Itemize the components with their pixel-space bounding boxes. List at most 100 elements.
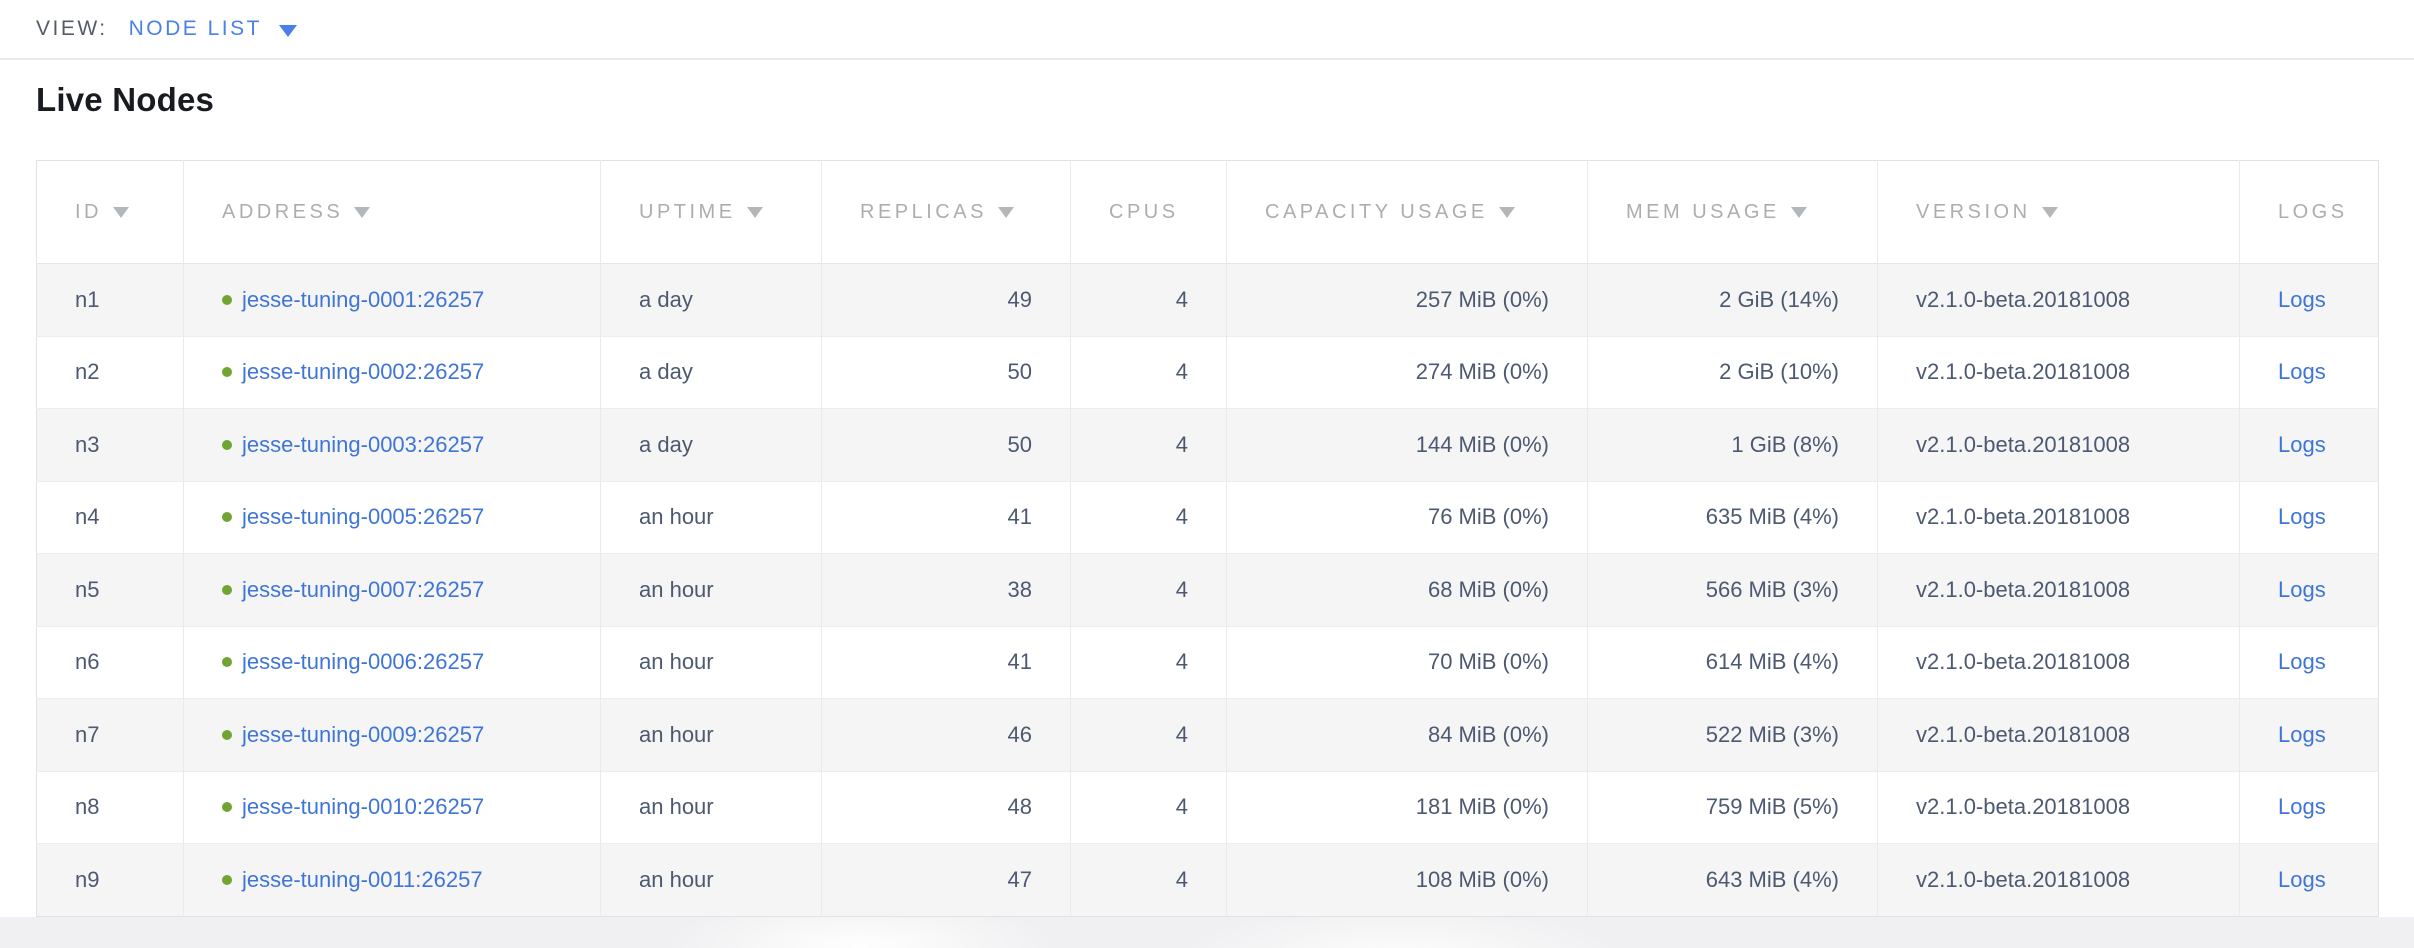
node-address-link[interactable]: jesse-tuning-0011:26257 xyxy=(242,866,483,892)
node-uptime-cell: an hour xyxy=(600,626,822,699)
node-replicas-cell: 47 xyxy=(821,843,1071,916)
node-logs-link[interactable]: Logs xyxy=(2278,431,2326,457)
node-address-link[interactable]: jesse-tuning-0005:26257 xyxy=(242,504,485,530)
node-logs-link[interactable]: Logs xyxy=(2278,649,2326,675)
node-capacity-usage-cell: 181 MiB (0%) xyxy=(1226,771,1588,844)
node-list-dropdown[interactable]: NODE LIST xyxy=(129,17,297,41)
column-header-id[interactable]: ID xyxy=(37,161,184,264)
node-logs-link[interactable]: Logs xyxy=(2278,359,2326,385)
node-uptime-cell: an hour xyxy=(600,481,822,554)
column-header-label: LOGS xyxy=(2278,200,2348,223)
node-address-link[interactable]: jesse-tuning-0003:26257 xyxy=(242,431,485,457)
node-logs-cell: Logs xyxy=(2239,698,2379,771)
node-logs-link[interactable]: Logs xyxy=(2278,794,2326,820)
node-address-cell: jesse-tuning-0001:26257 xyxy=(183,263,601,336)
node-cpus-cell: 4 xyxy=(1070,408,1227,481)
column-header-mem-usage[interactable]: MEM USAGE xyxy=(1587,160,1878,264)
node-logs-cell: Logs xyxy=(2239,843,2379,916)
node-id-cell: n4 xyxy=(75,504,100,530)
node-address-link[interactable]: jesse-tuning-0006:26257 xyxy=(242,649,485,675)
node-logs-link[interactable]: Logs xyxy=(2278,576,2326,602)
node-logs-link[interactable]: Logs xyxy=(2278,286,2326,312)
table-row: n5 jesse-tuning-0007:26257 an hour 38 4 … xyxy=(36,553,2379,626)
node-logs-link[interactable]: Logs xyxy=(2278,504,2326,530)
column-header-uptime[interactable]: UPTIME xyxy=(600,160,822,264)
column-header-capacity-usage[interactable]: CAPACITY USAGE xyxy=(1226,160,1588,264)
node-mem-usage-cell: 2 GiB (10%) xyxy=(1587,336,1878,409)
node-cpus-cell: 4 xyxy=(1070,843,1227,916)
table-row: n4 jesse-tuning-0005:26257 an hour 41 4 … xyxy=(36,481,2379,554)
node-logs-cell: Logs xyxy=(2239,263,2379,336)
sort-descending-icon xyxy=(1790,206,1807,218)
node-id-cell: n8 xyxy=(75,794,100,820)
page-title: Live Nodes xyxy=(36,81,215,118)
column-header-label: ADDRESS xyxy=(222,200,344,223)
node-logs-link[interactable]: Logs xyxy=(2278,866,2326,892)
node-address-link[interactable]: jesse-tuning-0007:26257 xyxy=(242,576,485,602)
node-address-link[interactable]: jesse-tuning-0010:26257 xyxy=(242,794,485,820)
node-replicas-cell: 49 xyxy=(821,263,1071,336)
node-uptime-cell: an hour xyxy=(600,698,822,771)
column-header-label: MEM USAGE xyxy=(1626,200,1780,223)
node-id-cell: n5 xyxy=(75,576,100,602)
node-cpus-cell: 4 xyxy=(1070,771,1227,844)
node-address-cell: jesse-tuning-0009:26257 xyxy=(183,698,601,771)
node-address-link[interactable]: jesse-tuning-0002:26257 xyxy=(242,359,485,385)
node-replicas-cell: 48 xyxy=(821,771,1071,844)
node-replicas-cell: 41 xyxy=(821,481,1071,554)
node-replicas-cell: 46 xyxy=(821,698,1071,771)
live-nodes-table: ID ADDRESS UPTIME REPLICAS CPUS CAPACITY… xyxy=(36,160,2379,917)
node-version-cell: v2.1.0-beta.20181008 xyxy=(1877,626,2240,699)
node-id-cell: n2 xyxy=(75,359,100,385)
node-version-cell: v2.1.0-beta.20181008 xyxy=(1877,336,2240,409)
chevron-down-icon xyxy=(278,24,297,37)
column-header-label: CPUS xyxy=(1109,200,1179,223)
table-row: n6 jesse-tuning-0006:26257 an hour 41 4 … xyxy=(36,626,2379,699)
sort-descending-icon xyxy=(746,206,763,218)
column-header-label: REPLICAS xyxy=(860,200,987,223)
node-capacity-usage-cell: 84 MiB (0%) xyxy=(1226,698,1588,771)
node-uptime-cell: an hour xyxy=(600,843,822,916)
table-row: n1 jesse-tuning-0001:26257 a day 49 4 25… xyxy=(36,263,2379,336)
node-capacity-usage-cell: 76 MiB (0%) xyxy=(1226,481,1588,554)
node-mem-usage-cell: 759 MiB (5%) xyxy=(1587,771,1878,844)
column-header-version[interactable]: VERSION xyxy=(1877,160,2240,264)
node-address-link[interactable]: jesse-tuning-0001:26257 xyxy=(242,286,485,312)
node-capacity-usage-cell: 144 MiB (0%) xyxy=(1226,408,1588,481)
node-logs-link[interactable]: Logs xyxy=(2278,721,2326,747)
node-cpus-cell: 4 xyxy=(1070,481,1227,554)
node-healthy-status-icon xyxy=(222,729,232,740)
node-logs-cell: Logs xyxy=(2239,481,2379,554)
node-healthy-status-icon xyxy=(222,294,232,305)
column-header-replicas[interactable]: REPLICAS xyxy=(821,160,1071,264)
node-address-link[interactable]: jesse-tuning-0009:26257 xyxy=(242,721,485,747)
node-healthy-status-icon xyxy=(222,367,232,378)
node-replicas-cell: 41 xyxy=(821,626,1071,699)
node-mem-usage-cell: 522 MiB (3%) xyxy=(1587,698,1878,771)
node-replicas-cell: 50 xyxy=(821,336,1071,409)
node-address-cell: jesse-tuning-0005:26257 xyxy=(183,481,601,554)
node-uptime-cell: an hour xyxy=(600,553,822,626)
node-version-cell: v2.1.0-beta.20181008 xyxy=(1877,843,2240,916)
node-version-cell: v2.1.0-beta.20181008 xyxy=(1877,698,2240,771)
node-uptime-cell: a day xyxy=(600,408,822,481)
table-row: n9 jesse-tuning-0011:26257 an hour 47 4 … xyxy=(36,843,2379,916)
node-healthy-status-icon xyxy=(222,439,232,450)
node-healthy-status-icon xyxy=(222,657,232,668)
column-header-address[interactable]: ADDRESS xyxy=(183,160,601,264)
node-cpus-cell: 4 xyxy=(1070,263,1227,336)
node-logs-cell: Logs xyxy=(2239,408,2379,481)
node-version-cell: v2.1.0-beta.20181008 xyxy=(1877,481,2240,554)
sort-descending-icon xyxy=(2041,206,2058,218)
node-version-cell: v2.1.0-beta.20181008 xyxy=(1877,263,2240,336)
node-cpus-cell: 4 xyxy=(1070,626,1227,699)
column-header-label: VERSION xyxy=(1916,200,2031,223)
sort-descending-icon xyxy=(354,206,371,218)
view-label: VIEW: xyxy=(36,17,108,40)
node-healthy-status-icon xyxy=(222,512,232,523)
node-id-cell: n9 xyxy=(75,866,100,892)
sort-descending-icon xyxy=(997,206,1014,218)
node-uptime-cell: a day xyxy=(600,263,822,336)
node-uptime-cell: a day xyxy=(600,336,822,409)
node-address-cell: jesse-tuning-0010:26257 xyxy=(183,771,601,844)
